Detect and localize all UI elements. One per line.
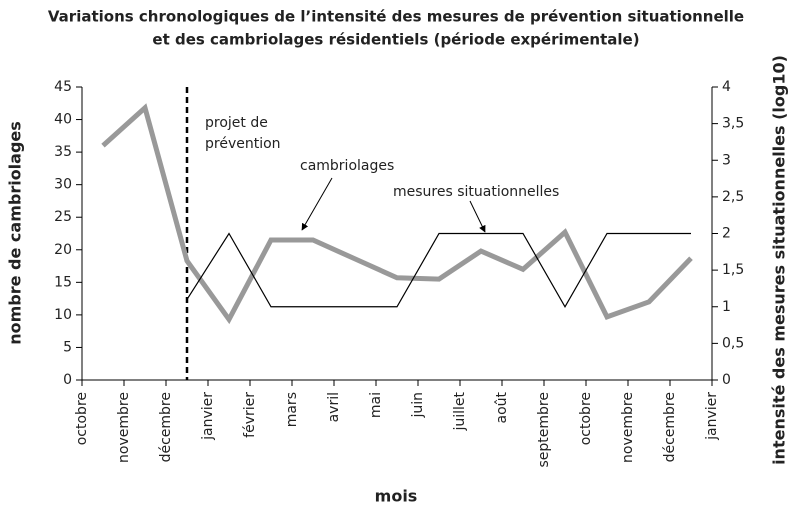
y-tick-label: 10 bbox=[54, 307, 72, 323]
y-tick-label: 0 bbox=[63, 372, 72, 388]
x-tick-label: octobre bbox=[578, 392, 594, 445]
y2-tick-label: 0,5 bbox=[722, 335, 744, 351]
y-axis-label: nombre de cambriolages bbox=[6, 121, 25, 345]
series-annotation: mesures situationnelles bbox=[393, 184, 559, 200]
x-tick-label: février bbox=[242, 392, 258, 438]
y-tick-label: 15 bbox=[54, 274, 72, 290]
x-tick-label: juin bbox=[410, 392, 426, 419]
x-tick-label: juillet bbox=[452, 392, 468, 432]
arrow bbox=[301, 177, 333, 231]
y2-tick-label: 3,5 bbox=[722, 116, 744, 132]
x-tick-label: août bbox=[494, 391, 510, 423]
y-tick-label: 35 bbox=[54, 144, 72, 160]
series-annotation: cambriolages bbox=[300, 158, 394, 174]
y2-tick-label: 3 bbox=[722, 152, 731, 168]
x-axis-label: mois bbox=[375, 487, 418, 506]
y-tick-label: 45 bbox=[54, 79, 72, 95]
y-tick-label: 40 bbox=[54, 112, 72, 128]
series-line bbox=[101, 103, 693, 325]
annotation: projet de bbox=[205, 115, 268, 131]
x-tick-label: janvier bbox=[704, 392, 720, 441]
x-tick-label: mai bbox=[368, 392, 384, 418]
chart-title: Variations chronologiques de l’intensité… bbox=[48, 8, 744, 26]
y2-tick-label: 4 bbox=[722, 79, 731, 95]
y-tick-label: 5 bbox=[63, 339, 72, 355]
x-tick-label: avril bbox=[326, 392, 342, 422]
y2-axis-label: intensité des mesures situationnelles (l… bbox=[770, 55, 789, 465]
y2-tick-label: 2 bbox=[722, 226, 731, 242]
y-tick-label: 30 bbox=[54, 177, 72, 193]
x-tick-label: décembre bbox=[662, 392, 678, 462]
x-tick-label: septembre bbox=[536, 392, 552, 467]
y2-tick-label: 0 bbox=[722, 372, 731, 388]
chart-title: et des cambriolages résidentiels (périod… bbox=[152, 31, 639, 49]
x-tick-label: mars bbox=[284, 392, 300, 427]
series-line bbox=[186, 232, 691, 308]
y2-tick-label: 2,5 bbox=[722, 189, 744, 205]
y2-tick-label: 1 bbox=[722, 299, 731, 315]
x-tick-label: octobre bbox=[74, 392, 90, 445]
y-tick-label: 25 bbox=[54, 209, 72, 225]
arrow bbox=[469, 200, 486, 233]
x-tick-label: novembre bbox=[116, 392, 132, 463]
x-tick-label: janvier bbox=[200, 392, 216, 441]
y-tick-label: 20 bbox=[54, 242, 72, 258]
y2-tick-label: 1,5 bbox=[722, 262, 744, 278]
x-tick-label: décembre bbox=[158, 392, 174, 462]
x-tick-label: novembre bbox=[620, 392, 636, 463]
annotation: prévention bbox=[205, 136, 281, 152]
